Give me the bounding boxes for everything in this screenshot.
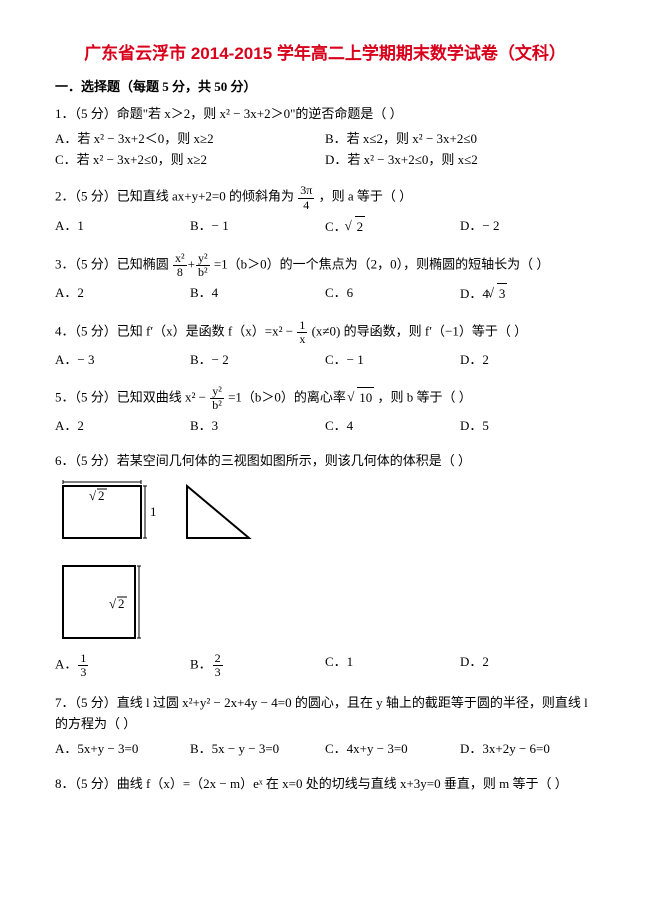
q2-opt-b: B．− 1 <box>190 216 325 238</box>
q6-stem: 6．（5 分）若某空间几何体的三视图如图所示，则该几何体的体积是（ ） <box>55 451 595 472</box>
q6-view-bottom: √2 <box>55 558 155 648</box>
q5-stem-c: ，则 b 等于（ ） <box>377 390 471 405</box>
svg-text:2: 2 <box>118 596 125 611</box>
q4-frac: 1x <box>297 319 307 346</box>
q2-opt-c: C．2 <box>325 216 460 238</box>
q3-frac1: x²8 <box>173 252 187 279</box>
q1-opt-b: B．若 x≤2，则 x² − 3x+2≤0 <box>325 129 595 150</box>
q4-opt-d: D．2 <box>460 350 595 371</box>
q5-stem-b: =1（b＞0）的离心率 <box>228 390 346 405</box>
svg-text:√: √ <box>109 596 117 611</box>
q4-stem-a: 4．（5 分）已知 f′（x）是函数 f（x）=x² − <box>55 323 293 338</box>
question-4: 4．（5 分）已知 f′（x）是函数 f（x）=x² − 1x (x≠0) 的导… <box>55 319 595 371</box>
question-1: 1．（5 分）命题"若 x＞2，则 x² − 3x+2＞0"的逆否命题是（ ） … <box>55 104 595 170</box>
svg-text:2: 2 <box>98 488 105 503</box>
q5-opt-b: B．3 <box>190 416 325 437</box>
q3-frac2: y²b² <box>196 252 210 279</box>
q5-frac: y²b² <box>210 385 224 412</box>
q2-opt-d: D．− 2 <box>460 216 595 238</box>
question-5: 5．（5 分）已知双曲线 x² − y²b² =1（b＞0）的离心率 10 ，则… <box>55 385 595 437</box>
q4-stem: 4．（5 分）已知 f′（x）是函数 f（x）=x² − 1x (x≠0) 的导… <box>55 319 595 346</box>
question-3: 3．（5 分）已知椭圆 x²8+y²b² =1（b＞0）的一个焦点为（2，0），… <box>55 252 595 305</box>
q4-stem-b: (x≠0) 的导函数，则 f′（−1）等于（ ） <box>312 323 528 338</box>
q6-figures: √2 1 √2 <box>55 478 595 648</box>
q1-opt-c: C．若 x² − 3x+2≤0，则 x≥2 <box>55 150 325 171</box>
q2-stem-a: 2．（5 分）已知直线 ax+y+2=0 的倾斜角为 <box>55 189 294 204</box>
q5-stem-a: 5．（5 分）已知双曲线 x² − <box>55 390 206 405</box>
q3-opt-c: C．6 <box>325 283 460 305</box>
q2-stem-b: ，则 a 等于（ ） <box>319 189 413 204</box>
q3-opt-b: B．4 <box>190 283 325 305</box>
q6-opt-a: A．13 <box>55 652 190 679</box>
q8-stem: 8．（5 分）曲线 f（x）=（2x − m）eˣ 在 x=0 处的切线与直线 … <box>55 774 595 795</box>
q2-opt-a: A．1 <box>55 216 190 238</box>
q1-stem: 1．（5 分）命题"若 x＞2，则 x² − 3x+2＞0"的逆否命题是（ ） <box>55 104 595 125</box>
q2-stem: 2．（5 分）已知直线 ax+y+2=0 的倾斜角为 3π4 ，则 a 等于（ … <box>55 184 595 211</box>
q3-plus: + <box>188 256 195 271</box>
q5-opt-c: C．4 <box>325 416 460 437</box>
q3-stem: 3．（5 分）已知椭圆 x²8+y²b² =1（b＞0）的一个焦点为（2，0），… <box>55 252 595 279</box>
q5-stem: 5．（5 分）已知双曲线 x² − y²b² =1（b＞0）的离心率 10 ，则… <box>55 385 595 412</box>
q1-opt-d: D．若 x² − 3x+2≤0，则 x≤2 <box>325 150 595 171</box>
q4-opt-b: B．− 2 <box>190 350 325 371</box>
q3-stem-b: =1（b＞0）的一个焦点为（2，0），则椭圆的短轴长为（ ） <box>214 256 550 271</box>
section-heading: 一．选择题（每题 5 分，共 50 分） <box>55 77 595 98</box>
question-7: 7．（5 分）直线 l 过圆 x²+y² − 2x+4y − 4=0 的圆心，且… <box>55 693 595 759</box>
q7-opt-a: A．5x+y − 3=0 <box>55 739 190 760</box>
q1-opt-a: A．若 x² − 3x+2＜0，则 x≥2 <box>55 129 325 150</box>
svg-text:1: 1 <box>150 504 157 519</box>
svg-text:√: √ <box>89 488 97 503</box>
q6-opt-b: B．23 <box>190 652 325 679</box>
q3-opt-d: D．43 <box>460 283 595 305</box>
q6-view-top-right <box>179 478 259 548</box>
q7-opt-c: C．4x+y − 3=0 <box>325 739 460 760</box>
q4-opt-c: C．− 1 <box>325 350 460 371</box>
q4-opt-a: A．− 3 <box>55 350 190 371</box>
q5-sqrt: 10 <box>349 387 374 409</box>
q7-stem: 7．（5 分）直线 l 过圆 x²+y² − 2x+4y − 4=0 的圆心，且… <box>55 693 595 735</box>
q3-stem-a: 3．（5 分）已知椭圆 <box>55 256 169 271</box>
q5-opt-a: A．2 <box>55 416 190 437</box>
question-2: 2．（5 分）已知直线 ax+y+2=0 的倾斜角为 3π4 ，则 a 等于（ … <box>55 184 595 237</box>
q6-opt-d: D．2 <box>460 652 595 679</box>
q6-view-top-left: √2 1 <box>55 478 165 548</box>
q2-frac: 3π4 <box>298 184 314 211</box>
question-8: 8．（5 分）曲线 f（x）=（2x − m）eˣ 在 x=0 处的切线与直线 … <box>55 774 595 795</box>
q7-opt-d: D．3x+2y − 6=0 <box>460 739 595 760</box>
q7-opt-b: B．5x − y − 3=0 <box>190 739 325 760</box>
question-6: 6．（5 分）若某空间几何体的三视图如图所示，则该几何体的体积是（ ） √2 1 <box>55 451 595 679</box>
q3-opt-a: A．2 <box>55 283 190 305</box>
page-title: 广东省云浮市 2014-2015 学年高二上学期期末数学试卷（文科） <box>55 40 595 67</box>
q5-opt-d: D．5 <box>460 416 595 437</box>
q6-opt-c: C．1 <box>325 652 460 679</box>
